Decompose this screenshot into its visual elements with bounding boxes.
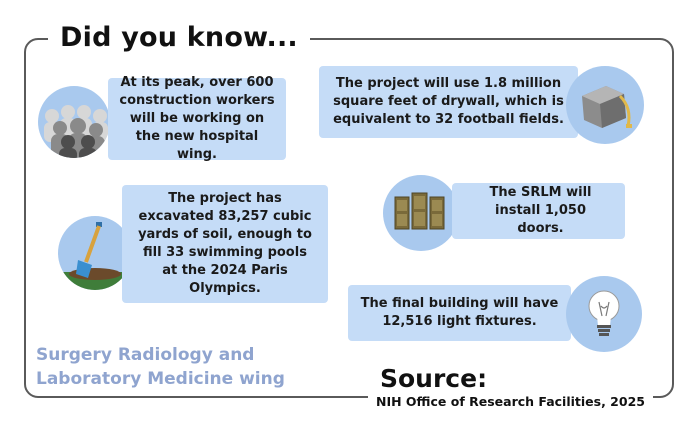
fact-excavation: The project has excavated 83,257 cubic y… xyxy=(122,185,328,303)
shovel-icon xyxy=(58,216,132,290)
fact-drywall: The project will use 1.8 million square … xyxy=(319,66,578,138)
source-citation: NIH Office of Research Facilities, 2025 xyxy=(368,393,653,411)
fact-doors: The SRLM will install 1,050 doors. xyxy=(452,183,625,239)
fact-workers: At its peak, over 600 construction worke… xyxy=(108,75,286,162)
light-bulb-icon xyxy=(566,276,642,352)
source-title: Source: xyxy=(374,364,494,394)
drywall-roll-icon xyxy=(566,66,644,144)
doors-icon xyxy=(383,175,459,251)
page-title: Did you know... xyxy=(48,20,310,56)
workers-icon xyxy=(38,86,110,158)
wing-name: Surgery Radiology and Laboratory Medicin… xyxy=(36,343,285,391)
infographic-frame xyxy=(24,38,674,398)
wing-name-line-2: Laboratory Medicine wing xyxy=(36,369,285,389)
fact-light-fixtures: The final building will have 12,516 ligh… xyxy=(348,285,571,341)
wing-name-line-1: Surgery Radiology and xyxy=(36,345,255,365)
